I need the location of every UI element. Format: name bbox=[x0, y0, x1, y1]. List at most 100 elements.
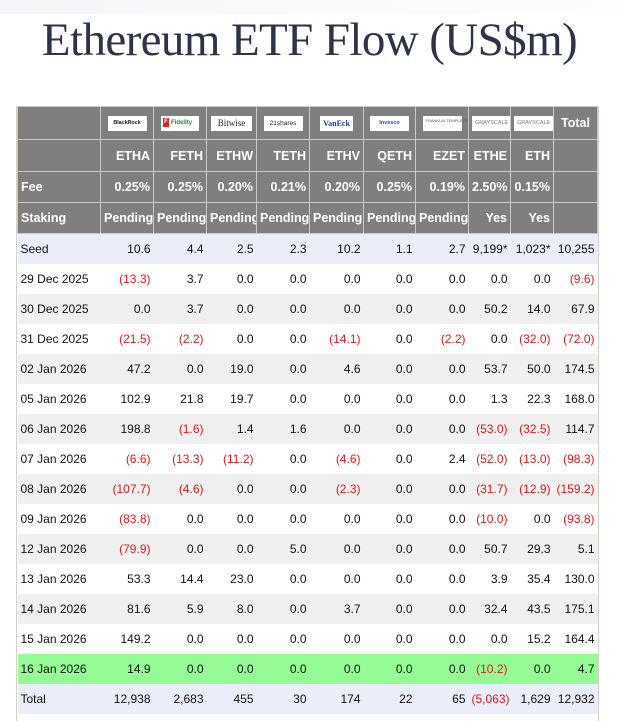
flow-cell: 0.0 bbox=[363, 534, 416, 564]
flow-cell: 35.4 bbox=[510, 564, 554, 594]
flow-cell: 0.0 bbox=[256, 264, 310, 294]
fee-teth: 0.21% bbox=[256, 171, 310, 203]
fee-row: Fee 0.25% 0.25% 0.20% 0.21% 0.20% 0.25% … bbox=[17, 171, 598, 203]
flow-cell: 21.8 bbox=[153, 384, 207, 414]
flow-cell: 0.0 bbox=[256, 504, 310, 534]
flow-cell: 0.0 bbox=[510, 654, 554, 684]
flow-cell: 0.0 bbox=[309, 384, 364, 414]
row-total-cell: 175.1 bbox=[553, 594, 598, 624]
flow-cell: 0.0 bbox=[468, 624, 511, 654]
fee-label: Fee bbox=[17, 171, 101, 203]
flow-cell: 81.6 bbox=[100, 594, 154, 624]
flow-cell: 0.0 bbox=[256, 474, 310, 504]
table-row: 14 Jan 2026 81.6 5.9 8.0 0.0 3.7 0.0 0.0 32.4 43.… bbox=[17, 594, 598, 624]
flow-cell: 0.0 bbox=[415, 534, 469, 564]
issuer-cell-grayscale-eth: GRAYSCALE bbox=[510, 106, 554, 140]
flow-cell: 1.4 bbox=[206, 414, 257, 444]
total-header: Total bbox=[553, 106, 598, 140]
flow-cell: 19.7 bbox=[206, 384, 257, 414]
flow-cell: 0.0 bbox=[415, 414, 469, 444]
row-total-cell: 4.7 bbox=[553, 654, 598, 684]
flow-cell: 3.7 bbox=[309, 594, 364, 624]
flow-cell: 2.7 bbox=[415, 233, 469, 264]
table-row: 30 Dec 2025 0.0 3.7 0.0 0.0 0.0 0.0 0.0 50.2 14.0… bbox=[17, 294, 598, 324]
total-row: Total 12,938 2,683 455 30 174 22 65 (5,063) 1,629… bbox=[17, 684, 598, 714]
flow-cell: 3.9 bbox=[468, 564, 511, 594]
flow-cell: 0.0 bbox=[309, 564, 364, 594]
ticker-qeth: QETH bbox=[363, 139, 416, 172]
flow-cell: 1,629 bbox=[510, 684, 554, 714]
fee-etha: 0.25% bbox=[100, 171, 154, 203]
flow-cell: 0.0 bbox=[415, 354, 469, 384]
flow-cell: 0.0 bbox=[415, 294, 469, 324]
seed-row: Seed 10.6 4.4 2.5 2.3 10.2 1.1 2.7 9,199* 1,023* 1… bbox=[17, 233, 598, 264]
flow-cell: 5.9 bbox=[153, 594, 207, 624]
flow-cell: 0.0 bbox=[415, 474, 469, 504]
flow-cell: 0.0 bbox=[415, 504, 469, 534]
table-row: 06 Jan 2026 198.8 (1.6) 1.4 1.6 0.0 0.0 0.0 (53.… bbox=[17, 414, 598, 444]
row-label: 06 Jan 2026 bbox=[17, 414, 101, 444]
row-total-cell: 114.7 bbox=[553, 414, 598, 444]
staking-feth: Pending bbox=[153, 202, 207, 234]
flow-cell: 0.0 bbox=[153, 654, 207, 684]
row-total-cell: 67.9 bbox=[553, 294, 598, 324]
flow-cell: 0.0 bbox=[363, 444, 416, 474]
issuer-cell-invesco: Invesco bbox=[363, 106, 416, 140]
flow-cell: 198.8 bbox=[100, 414, 154, 444]
top-banner-strip bbox=[0, 0, 619, 14]
flow-cell: 0.0 bbox=[309, 264, 364, 294]
flow-cell: 23.0 bbox=[206, 564, 257, 594]
row-total-cell: (98.3) bbox=[553, 444, 598, 474]
ticker-eth: ETH bbox=[510, 139, 554, 172]
flow-cell: 0.0 bbox=[153, 534, 207, 564]
flow-cell: 0.0 bbox=[256, 324, 310, 354]
flow-cell: 0.0 bbox=[415, 564, 469, 594]
franklin-templeton-logo-icon: FRANKLIN TEMPLETON bbox=[422, 115, 468, 131]
issuer-cell-blackrock: BlackRock bbox=[100, 106, 154, 140]
table-row: 05 Jan 2026 102.9 21.8 19.7 0.0 0.0 0.0 0.0 1.3 2… bbox=[17, 384, 598, 414]
flow-cell: 0.0 bbox=[309, 294, 364, 324]
flow-cell: 30 bbox=[256, 684, 310, 714]
flow-cell: 0.0 bbox=[363, 414, 416, 444]
row-total-cell: 12,932 bbox=[553, 684, 598, 714]
flow-cell: 0.0 bbox=[510, 264, 554, 294]
flow-cell: 0.0 bbox=[256, 294, 310, 324]
flow-cell: 3.7 bbox=[153, 294, 207, 324]
row-total-cell: (9.6) bbox=[553, 264, 598, 294]
flow-cell: (31.7) bbox=[468, 474, 511, 504]
flow-cell: 4.6 bbox=[309, 354, 364, 384]
staking-row: Staking Pending Pending Pending Pending … bbox=[17, 202, 598, 234]
flow-cell: 2.5 bbox=[206, 233, 257, 264]
flow-cell: 1,023* bbox=[510, 233, 554, 264]
flow-cell: 1.6 bbox=[256, 414, 310, 444]
flow-cell: 0.0 bbox=[363, 384, 416, 414]
flow-cell: 32.4 bbox=[468, 594, 511, 624]
flow-cell: 0.0 bbox=[309, 624, 364, 654]
fidelity-logo-text: Fidelity bbox=[171, 119, 193, 126]
ticker-row: ETHA FETH ETHW TETH ETHV QETH EZET ETHE … bbox=[17, 139, 598, 172]
fee-eth: 0.15% bbox=[510, 171, 554, 203]
row-label: 14 Jan 2026 bbox=[17, 594, 101, 624]
table-row: 13 Jan 2026 53.3 14.4 23.0 0.0 0.0 0.0 0.0 3.9 35… bbox=[17, 564, 598, 594]
flow-cell: (12.9) bbox=[510, 474, 554, 504]
flow-cell: 29.3 bbox=[510, 534, 554, 564]
ticker-ethv: ETHV bbox=[309, 139, 364, 172]
row-label: Seed bbox=[17, 233, 101, 264]
table-frame bbox=[16, 106, 599, 721]
invesco-logo-icon: Invesco bbox=[370, 115, 409, 131]
ticker-teth: TETH bbox=[256, 139, 310, 172]
flow-cell: (52.0) bbox=[468, 444, 511, 474]
etf-flow-table: BlackRock F Fidelity Bitwise 21shares Van… bbox=[17, 106, 598, 714]
flow-cell: 43.5 bbox=[510, 594, 554, 624]
flow-cell: 0.0 bbox=[206, 504, 257, 534]
flow-cell: 50.7 bbox=[468, 534, 511, 564]
row-label: 29 Dec 2025 bbox=[17, 264, 101, 294]
row-total-cell: (159.2) bbox=[553, 474, 598, 504]
flow-cell: 50.2 bbox=[468, 294, 511, 324]
flow-cell: 5.0 bbox=[256, 534, 310, 564]
flow-cell: 65 bbox=[415, 684, 469, 714]
flow-cell: 0.0 bbox=[206, 624, 257, 654]
table-row: 08 Jan 2026 (107.7) (4.6) 0.0 0.0 (2.3) 0.0 0.0… bbox=[17, 474, 598, 504]
flow-cell: 22 bbox=[363, 684, 416, 714]
issuer-cell-fidelity: F Fidelity bbox=[153, 106, 207, 140]
